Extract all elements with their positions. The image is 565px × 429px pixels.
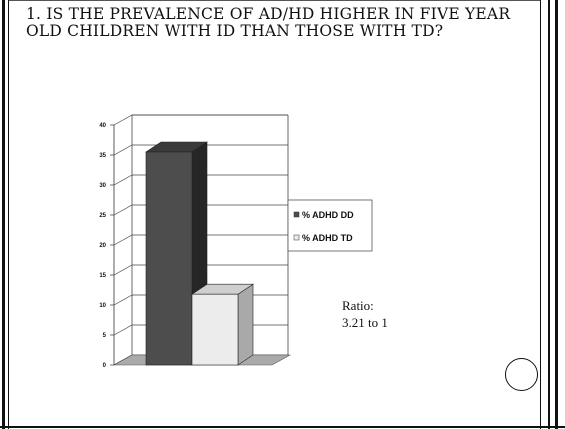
legend-label-td: % ADHD TD bbox=[302, 233, 353, 243]
y-tick-label: 5 bbox=[103, 333, 107, 339]
y-tick-label: 15 bbox=[99, 273, 106, 279]
chart-axis bbox=[110, 124, 115, 366]
gridline-side bbox=[113, 144, 133, 156]
legend-box bbox=[287, 199, 373, 252]
y-tick-label: 40 bbox=[99, 123, 106, 129]
slide-title: 1. IS THE PREVALENCE OF AD/HD HIGHER IN … bbox=[26, 5, 511, 40]
left-border-thick bbox=[2, 0, 5, 429]
ratio-label: Ratio: bbox=[342, 298, 374, 313]
circle-outline-icon bbox=[505, 358, 538, 391]
ratio-annotation: Ratio: 3.21 to 1 bbox=[342, 297, 388, 331]
gridline-side bbox=[113, 234, 133, 246]
gridline-side bbox=[113, 264, 133, 276]
chart-legend: % ADHD DD % ADHD TD bbox=[287, 199, 373, 252]
chart-bars bbox=[145, 141, 254, 366]
y-tick-label: 35 bbox=[99, 153, 106, 159]
gridline-side bbox=[113, 114, 133, 126]
y-tick-label: 30 bbox=[99, 183, 106, 189]
gridline-side bbox=[113, 204, 133, 216]
bar-1 bbox=[191, 293, 239, 366]
gridline-side bbox=[113, 174, 133, 186]
right-border-double-1 bbox=[548, 0, 550, 429]
left-border-thin bbox=[8, 0, 9, 429]
ratio-value: 3.21 to 1 bbox=[342, 315, 388, 330]
gridline-side bbox=[113, 294, 133, 306]
chart-tick-labels: 0 5 10 15 20 25 30 35 40 bbox=[99, 123, 106, 369]
right-border-thin bbox=[540, 0, 541, 429]
top-border bbox=[9, 0, 540, 1]
y-tick-label: 10 bbox=[99, 303, 106, 309]
gridline-side bbox=[113, 324, 133, 336]
y-tick-label: 25 bbox=[99, 213, 106, 219]
legend-swatch-dd bbox=[293, 211, 300, 218]
right-border-double-2 bbox=[555, 0, 558, 429]
y-tick-label: 0 bbox=[103, 363, 107, 369]
y-tick-label: 20 bbox=[99, 243, 106, 249]
bar-0 bbox=[145, 151, 193, 366]
legend-swatch-td bbox=[293, 234, 300, 241]
bottom-border bbox=[0, 426, 565, 428]
bar-side-1 bbox=[237, 283, 254, 366]
legend-label-dd: % ADHD DD bbox=[302, 210, 354, 220]
